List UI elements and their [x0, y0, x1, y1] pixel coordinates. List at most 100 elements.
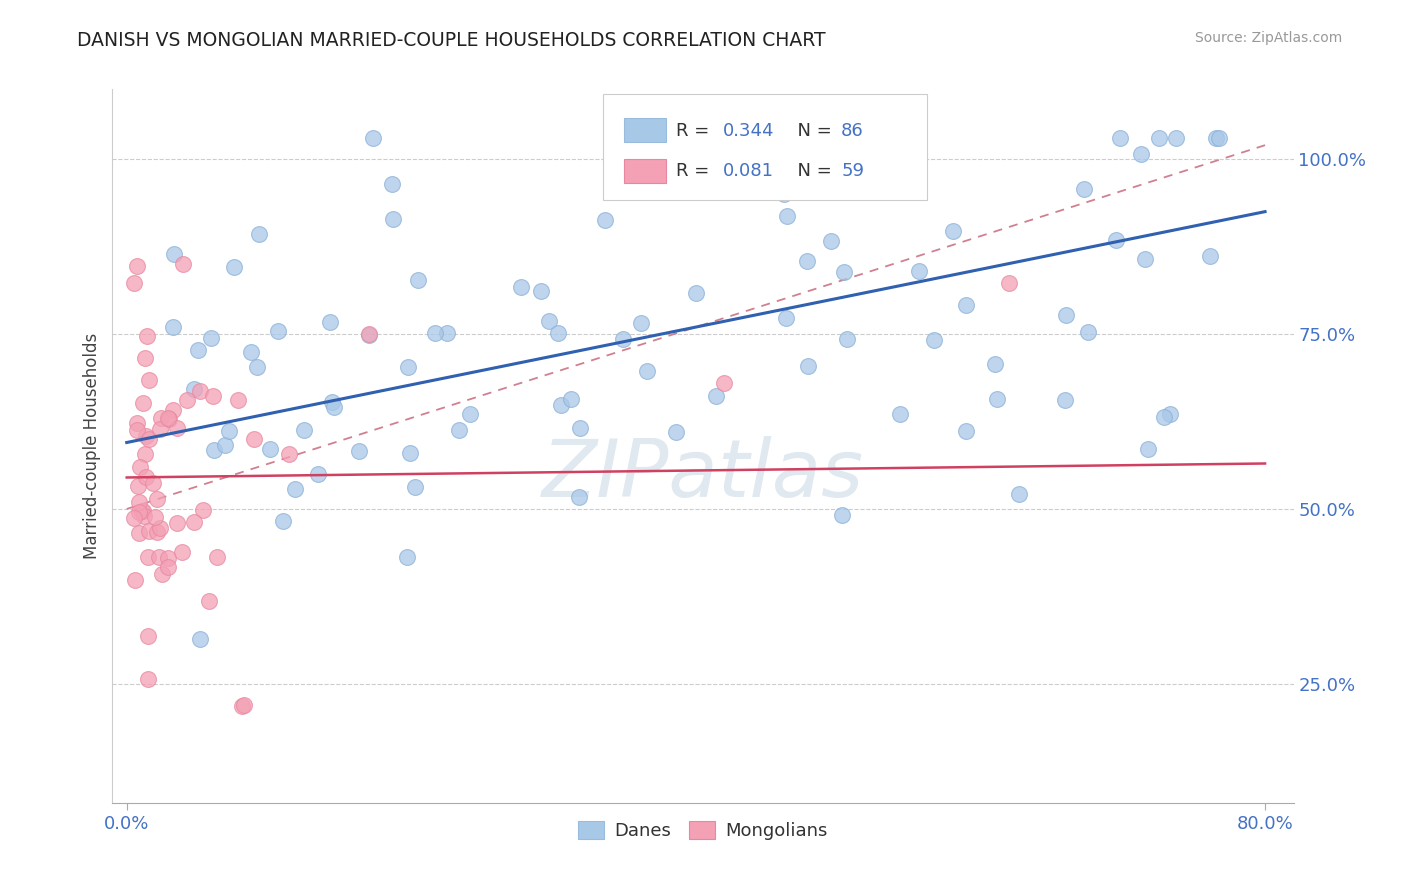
- Text: 0.344: 0.344: [723, 121, 775, 139]
- Point: [307, 467, 329, 481]
- Point: [1208, 131, 1230, 145]
- Point: [820, 235, 842, 249]
- Point: [246, 359, 269, 374]
- Point: [277, 447, 299, 461]
- Point: [136, 550, 159, 565]
- Point: [222, 260, 245, 274]
- Point: [776, 209, 799, 223]
- Point: [176, 393, 198, 408]
- Point: [568, 491, 591, 505]
- Text: Source: ZipAtlas.com: Source: ZipAtlas.com: [1195, 31, 1343, 45]
- Point: [284, 482, 307, 496]
- Point: [986, 392, 1008, 407]
- Point: [183, 515, 205, 529]
- Point: [136, 672, 159, 686]
- Point: [425, 326, 447, 341]
- Point: [292, 423, 315, 437]
- Point: [998, 276, 1021, 290]
- Point: [406, 273, 429, 287]
- Point: [955, 298, 977, 312]
- Point: [166, 516, 188, 530]
- Point: [127, 479, 149, 493]
- Point: [357, 327, 380, 342]
- Point: [127, 417, 149, 431]
- Point: [201, 389, 224, 403]
- Point: [150, 410, 173, 425]
- Point: [200, 331, 222, 345]
- Point: [942, 223, 965, 237]
- Point: [125, 259, 148, 273]
- Point: [704, 389, 727, 403]
- Point: [685, 286, 707, 301]
- Point: [665, 425, 688, 439]
- Point: [1159, 407, 1181, 421]
- Point: [797, 359, 820, 374]
- Point: [530, 284, 553, 298]
- Point: [396, 359, 419, 374]
- Point: [128, 526, 150, 541]
- Point: [226, 393, 249, 408]
- Point: [1053, 393, 1076, 408]
- Point: [955, 424, 977, 438]
- Point: [163, 247, 186, 261]
- Point: [267, 325, 290, 339]
- Text: N =: N =: [786, 121, 837, 139]
- Point: [143, 509, 166, 524]
- Point: [538, 314, 561, 328]
- Point: [347, 444, 370, 458]
- Point: [198, 594, 221, 608]
- Point: [404, 480, 426, 494]
- Point: [183, 382, 205, 396]
- Point: [162, 402, 184, 417]
- Point: [132, 395, 155, 409]
- Text: 59: 59: [841, 162, 865, 180]
- Point: [142, 476, 165, 491]
- Point: [1164, 131, 1187, 145]
- Point: [193, 502, 215, 516]
- Point: [136, 629, 159, 643]
- Point: [188, 384, 211, 398]
- Point: [1077, 325, 1099, 339]
- Point: [214, 438, 236, 452]
- Point: [188, 632, 211, 646]
- Point: [157, 559, 180, 574]
- Point: [449, 423, 471, 437]
- Point: [124, 574, 146, 588]
- Point: [510, 279, 533, 293]
- Point: [231, 698, 253, 713]
- Point: [243, 433, 266, 447]
- Point: [138, 524, 160, 538]
- Point: [218, 424, 240, 438]
- Point: [146, 524, 169, 539]
- Point: [1109, 131, 1132, 145]
- Point: [1133, 252, 1156, 266]
- Point: [1149, 131, 1171, 145]
- Point: [1137, 442, 1160, 456]
- Point: [129, 459, 152, 474]
- Point: [319, 315, 342, 329]
- Text: R =: R =: [676, 121, 714, 139]
- Point: [135, 428, 157, 442]
- Point: [247, 227, 270, 241]
- Point: [837, 333, 859, 347]
- Point: [1205, 131, 1227, 145]
- Point: [922, 333, 945, 347]
- Point: [124, 277, 146, 291]
- Point: [138, 433, 160, 447]
- FancyBboxPatch shape: [603, 95, 928, 200]
- Point: [361, 131, 384, 145]
- Point: [773, 187, 796, 202]
- Point: [624, 131, 647, 145]
- Point: [156, 411, 179, 425]
- Point: [321, 395, 343, 409]
- Text: R =: R =: [676, 162, 714, 180]
- Point: [202, 443, 225, 458]
- Point: [636, 364, 658, 378]
- Point: [1130, 146, 1153, 161]
- Point: [775, 310, 797, 325]
- Point: [259, 442, 281, 457]
- Point: [1105, 233, 1128, 247]
- Text: 0.081: 0.081: [723, 162, 775, 180]
- Point: [1199, 249, 1222, 263]
- Point: [187, 343, 209, 358]
